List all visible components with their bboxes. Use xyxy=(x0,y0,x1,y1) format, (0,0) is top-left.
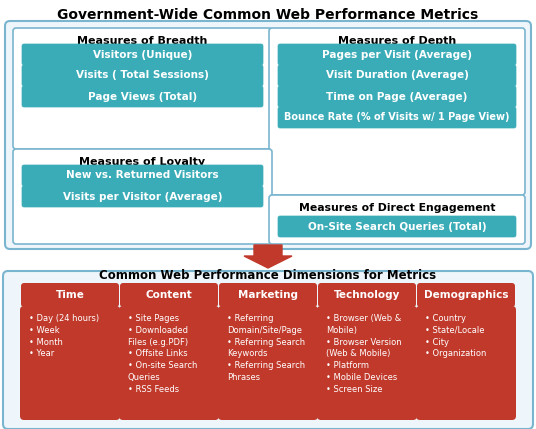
FancyBboxPatch shape xyxy=(269,195,525,244)
FancyBboxPatch shape xyxy=(22,86,263,107)
Text: Visitors (Unique): Visitors (Unique) xyxy=(93,49,192,60)
FancyBboxPatch shape xyxy=(416,306,516,420)
FancyBboxPatch shape xyxy=(278,86,516,107)
Text: Government-Wide Common Web Performance Metrics: Government-Wide Common Web Performance M… xyxy=(57,8,479,22)
Text: Bounce Rate (% of Visits w/ 1 Page View): Bounce Rate (% of Visits w/ 1 Page View) xyxy=(284,112,510,123)
Text: Measures of Direct Engagement: Measures of Direct Engagement xyxy=(299,203,495,213)
Text: Measures of Loyalty: Measures of Loyalty xyxy=(79,157,206,167)
Text: Pages per Visit (Average): Pages per Visit (Average) xyxy=(322,49,472,60)
FancyBboxPatch shape xyxy=(318,283,416,307)
Text: • Site Pages
• Downloaded
Files (e.g.PDF)
• Offsite Links
• On-site Search
Queri: • Site Pages • Downloaded Files (e.g.PDF… xyxy=(128,314,197,394)
FancyBboxPatch shape xyxy=(278,65,516,86)
Text: On-Site Search Queries (Total): On-Site Search Queries (Total) xyxy=(308,221,486,232)
Text: Common Web Performance Dimensions for Metrics: Common Web Performance Dimensions for Me… xyxy=(100,269,436,282)
Polygon shape xyxy=(244,245,292,268)
FancyBboxPatch shape xyxy=(3,271,533,429)
FancyBboxPatch shape xyxy=(219,283,317,307)
Text: Marketing: Marketing xyxy=(238,290,298,300)
Text: Visit Duration (Average): Visit Duration (Average) xyxy=(325,70,468,81)
FancyBboxPatch shape xyxy=(13,149,272,244)
Text: • Country
• State/Locale
• City
• Organization: • Country • State/Locale • City • Organi… xyxy=(425,314,486,358)
FancyBboxPatch shape xyxy=(5,21,531,249)
FancyBboxPatch shape xyxy=(278,107,516,128)
FancyBboxPatch shape xyxy=(13,28,272,149)
FancyBboxPatch shape xyxy=(22,186,263,207)
Text: Measures of Breadth: Measures of Breadth xyxy=(77,36,207,46)
FancyBboxPatch shape xyxy=(120,283,218,307)
FancyBboxPatch shape xyxy=(22,44,263,65)
Text: New vs. Returned Visitors: New vs. Returned Visitors xyxy=(66,170,219,181)
FancyBboxPatch shape xyxy=(278,44,516,65)
FancyBboxPatch shape xyxy=(119,306,219,420)
Text: Page Views (Total): Page Views (Total) xyxy=(88,91,197,102)
FancyBboxPatch shape xyxy=(218,306,318,420)
Text: Visits per Visitor (Average): Visits per Visitor (Average) xyxy=(63,191,222,202)
Text: Time on Page (Average): Time on Page (Average) xyxy=(326,91,468,102)
FancyBboxPatch shape xyxy=(21,283,119,307)
Text: Technology: Technology xyxy=(334,290,400,300)
Text: Content: Content xyxy=(146,290,192,300)
FancyBboxPatch shape xyxy=(278,216,516,237)
Text: • Browser (Web &
Mobile)
• Browser Version
(Web & Mobile)
• Platform
• Mobile De: • Browser (Web & Mobile) • Browser Versi… xyxy=(326,314,401,394)
Text: Time: Time xyxy=(56,290,85,300)
FancyBboxPatch shape xyxy=(20,306,120,420)
Text: • Day (24 hours)
• Week
• Month
• Year: • Day (24 hours) • Week • Month • Year xyxy=(29,314,99,358)
FancyBboxPatch shape xyxy=(22,165,263,186)
FancyBboxPatch shape xyxy=(317,306,417,420)
FancyBboxPatch shape xyxy=(22,65,263,86)
Text: Measures of Depth: Measures of Depth xyxy=(338,36,456,46)
Text: Demographics: Demographics xyxy=(424,290,508,300)
FancyBboxPatch shape xyxy=(417,283,515,307)
FancyBboxPatch shape xyxy=(269,28,525,195)
Text: Visits ( Total Sessions): Visits ( Total Sessions) xyxy=(76,70,209,81)
Text: • Referring
Domain/Site/Page
• Referring Search
Keywords
• Referring Search
Phra: • Referring Domain/Site/Page • Referring… xyxy=(227,314,305,382)
